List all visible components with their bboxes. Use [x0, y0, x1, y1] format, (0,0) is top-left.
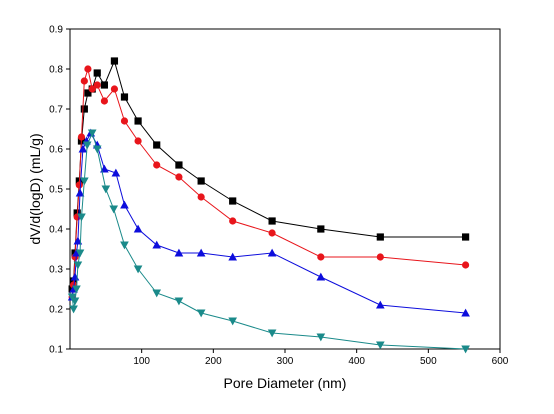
data-point [134, 137, 142, 145]
data-point [100, 81, 108, 89]
data-point [110, 85, 119, 93]
data-point [152, 289, 162, 298]
data-point [92, 145, 102, 154]
data-point [72, 285, 81, 294]
data-point [120, 117, 129, 125]
data-point [376, 233, 384, 241]
data-point [317, 225, 325, 233]
y-tick-label: 0.6 [49, 145, 63, 156]
x-tick-label: 100 [133, 356, 150, 367]
data-point [153, 141, 161, 149]
data-point [110, 57, 119, 65]
data-point [75, 181, 83, 189]
data-point [73, 261, 83, 270]
data-point [120, 93, 129, 101]
x-tick-label: 500 [420, 356, 437, 367]
data-point [75, 249, 85, 258]
data-point [88, 85, 96, 93]
data-point [375, 341, 385, 350]
data-point [109, 205, 119, 214]
data-point [93, 69, 101, 77]
data-point [80, 105, 88, 113]
data-point [196, 248, 206, 257]
data-point [67, 293, 77, 302]
data-point [316, 272, 326, 281]
data-point [268, 229, 276, 237]
series-group [67, 57, 470, 354]
data-point [152, 240, 162, 249]
data-point [133, 265, 143, 274]
data-point [228, 317, 238, 326]
data-point [175, 173, 183, 181]
x-tick-label: 300 [277, 356, 294, 367]
data-point [134, 117, 142, 125]
data-point [84, 89, 92, 97]
y-tick-label: 0.9 [49, 25, 63, 36]
data-point [75, 188, 85, 197]
data-point [229, 217, 237, 225]
x-tick-label: 400 [348, 356, 365, 367]
data-point [267, 248, 277, 257]
data-point [196, 309, 206, 318]
y-tick-label: 0.2 [49, 305, 63, 316]
data-point [267, 329, 277, 338]
data-point [376, 253, 384, 261]
y-tick-label: 0.5 [49, 185, 63, 196]
data-point [228, 252, 238, 261]
data-point [461, 345, 470, 354]
data-point [375, 300, 385, 309]
y-tick-label: 0.4 [49, 225, 63, 236]
data-point [316, 333, 326, 342]
data-point [77, 133, 86, 141]
data-point [120, 241, 129, 250]
data-point [133, 224, 143, 233]
data-point [80, 77, 88, 85]
y-tick-label: 0.1 [49, 345, 63, 356]
data-point [197, 193, 205, 201]
data-point [197, 177, 205, 185]
data-point [268, 217, 276, 225]
data-point [111, 168, 121, 177]
data-point [461, 308, 470, 317]
series-line [71, 68, 466, 298]
data-point [87, 129, 97, 138]
y-tick-label: 0.7 [49, 105, 63, 116]
data-point [70, 297, 80, 306]
y-tick-label: 0.8 [49, 65, 63, 76]
data-point [93, 81, 101, 89]
data-point [77, 213, 86, 222]
data-point [80, 177, 89, 186]
data-point [82, 141, 92, 150]
data-point [69, 305, 78, 314]
data-point [174, 297, 184, 306]
x-tick-label: 200 [205, 356, 222, 367]
data-point [462, 261, 470, 269]
data-point [174, 248, 184, 257]
data-point [101, 185, 111, 194]
data-point [84, 65, 92, 73]
x-axis-title: Pore Diameter (nm) [224, 375, 347, 391]
data-point [175, 161, 183, 169]
series-4 [67, 129, 470, 354]
y-tick-label: 0.3 [49, 265, 63, 276]
y-axis-title: dV/d(logD) (mL/g) [27, 133, 43, 244]
plot-frame [69, 28, 501, 350]
data-point [78, 144, 88, 153]
data-point [462, 233, 470, 241]
data-point [317, 253, 325, 261]
series-2 [68, 65, 470, 301]
series-line [71, 131, 466, 314]
data-point [120, 200, 129, 209]
data-point [153, 161, 161, 169]
axes: 100 200 300 400 500 600 0.1 0.2 0.3 0.4 0.5 0.6 0.7 0… [49, 25, 509, 368]
data-point [229, 197, 237, 205]
data-point [100, 97, 108, 105]
x-tick-label: 600 [492, 356, 509, 367]
